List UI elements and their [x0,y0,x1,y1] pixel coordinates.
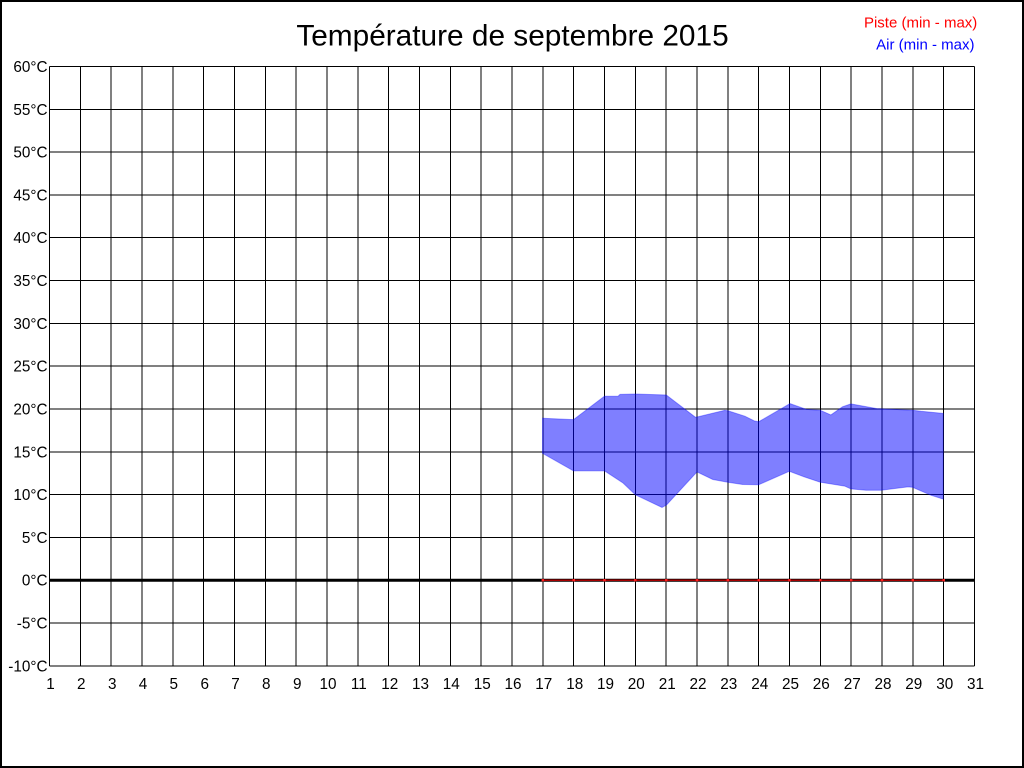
svg-text:30°C: 30°C [13,316,47,333]
svg-text:18: 18 [566,676,583,693]
svg-text:13: 13 [412,676,429,693]
svg-text:35°C: 35°C [13,273,47,290]
svg-text:11: 11 [351,676,367,693]
svg-text:15°C: 15°C [13,444,47,461]
svg-text:8: 8 [262,676,271,693]
svg-text:26: 26 [813,676,830,693]
svg-text:45°C: 45°C [13,187,47,204]
svg-text:-5°C: -5°C [17,616,48,633]
svg-text:60°C: 60°C [13,59,47,76]
svg-text:15: 15 [474,676,491,693]
svg-text:28: 28 [874,676,891,693]
svg-text:22: 22 [689,676,706,693]
svg-text:21: 21 [659,676,676,693]
svg-text:2: 2 [77,676,86,693]
svg-text:9: 9 [293,676,302,693]
svg-text:16: 16 [504,676,521,693]
svg-text:7: 7 [231,676,240,693]
svg-text:12: 12 [381,676,398,693]
svg-text:17: 17 [535,676,552,693]
svg-text:20°C: 20°C [13,402,47,419]
svg-text:5°C: 5°C [22,530,48,547]
svg-text:55°C: 55°C [13,102,47,119]
svg-text:20: 20 [628,676,645,693]
svg-text:10: 10 [319,676,336,693]
svg-text:24: 24 [751,676,769,693]
svg-text:3: 3 [108,676,117,693]
svg-text:-10°C: -10°C [8,658,47,675]
svg-text:1: 1 [46,676,55,693]
svg-text:Air (min - max): Air (min - max) [876,37,974,54]
svg-text:27: 27 [844,676,861,693]
svg-text:23: 23 [720,676,737,693]
svg-text:19: 19 [597,676,614,693]
svg-text:Température de septembre 2015: Température de septembre 2015 [296,20,728,53]
svg-text:6: 6 [200,676,209,693]
svg-text:25: 25 [782,676,799,693]
svg-text:5: 5 [170,676,179,693]
svg-text:4: 4 [139,676,148,693]
svg-text:14: 14 [443,676,461,693]
svg-text:50°C: 50°C [13,145,47,162]
svg-text:10°C: 10°C [13,487,47,504]
svg-text:Piste (min - max): Piste (min - max) [864,15,977,32]
svg-text:0°C: 0°C [22,573,48,590]
svg-text:29: 29 [905,676,922,693]
svg-text:25°C: 25°C [13,359,47,376]
svg-text:31: 31 [967,676,984,693]
svg-text:30: 30 [936,676,953,693]
svg-text:40°C: 40°C [13,230,47,247]
